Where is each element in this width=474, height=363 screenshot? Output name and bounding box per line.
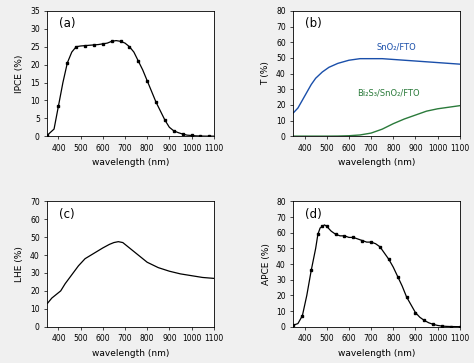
- Y-axis label: LHE (%): LHE (%): [16, 246, 25, 282]
- X-axis label: wavelength (nm): wavelength (nm): [92, 158, 169, 167]
- X-axis label: wavelength (nm): wavelength (nm): [338, 158, 415, 167]
- Text: (c): (c): [59, 208, 75, 221]
- Y-axis label: T (%): T (%): [262, 62, 271, 86]
- Text: (a): (a): [59, 17, 75, 30]
- Y-axis label: IPCE (%): IPCE (%): [16, 54, 25, 93]
- Text: SnO₂/FTO: SnO₂/FTO: [377, 42, 416, 51]
- X-axis label: wavelength (nm): wavelength (nm): [92, 349, 169, 358]
- Y-axis label: APCE (%): APCE (%): [262, 243, 271, 285]
- Text: (d): (d): [305, 208, 322, 221]
- Text: (b): (b): [305, 17, 322, 30]
- Text: Bi₂S₃/SnO₂/FTO: Bi₂S₃/SnO₂/FTO: [356, 89, 419, 98]
- X-axis label: wavelength (nm): wavelength (nm): [338, 349, 415, 358]
